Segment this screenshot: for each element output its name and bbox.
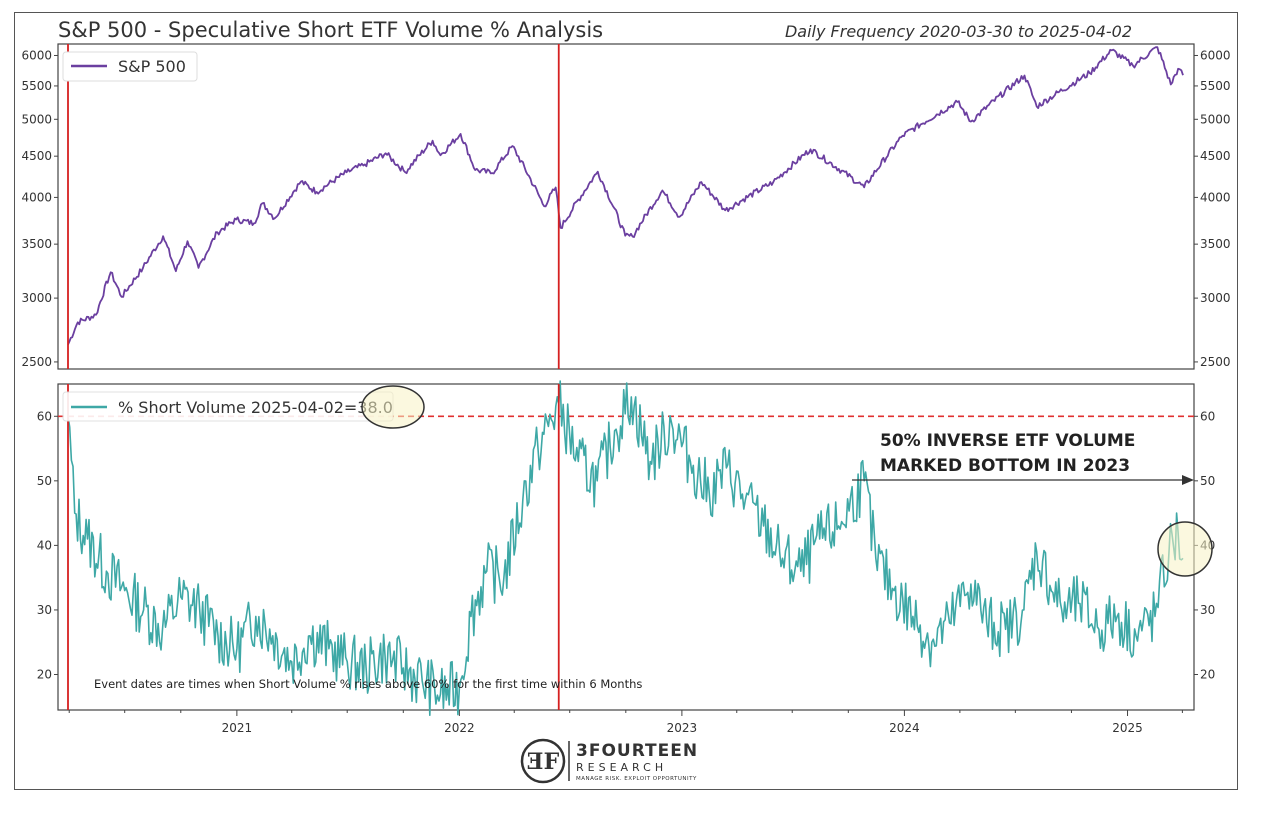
event-note: Event dates are times when Short Volume …: [94, 677, 642, 691]
latest-value-highlight: [1157, 521, 1213, 577]
short-volume-y-tick-label-right: 50: [1200, 474, 1215, 488]
logo-emblem-glyph: ƎF: [527, 749, 560, 775]
short-volume-y-tick-label: 40: [37, 538, 52, 552]
short-volume-legend-label: % Short Volume 2025-04-02=38.0: [118, 398, 393, 417]
sp500-y-tick-label-right: 2500: [1200, 355, 1231, 369]
company-logo: ƎF 3FOURTEEN RESEARCH MANAGE RISK. EXPLO…: [520, 738, 698, 784]
short-volume-panel: 20203030404050506060 2021202220232024202…: [37, 380, 1215, 735]
short-volume-y-tick-label-right: 60: [1200, 409, 1215, 423]
logo-subname: RESEARCH: [576, 761, 667, 774]
short-volume-y-tick-label: 50: [37, 474, 52, 488]
sp500-y-tick-label-right: 4000: [1200, 190, 1231, 204]
x-tick-label: 2025: [1112, 721, 1143, 735]
annotation-arrowhead: [1182, 475, 1194, 485]
short-volume-y-tick-label: 60: [37, 409, 52, 423]
short-volume-legend: % Short Volume 2025-04-02=38.0: [62, 391, 394, 422]
legend-value-highlight: [361, 385, 425, 429]
short-volume-plot-area: [57, 383, 1195, 711]
short-volume-y-tick-label-right: 20: [1200, 667, 1215, 681]
annotation-line-2: MARKED BOTTOM IN 2023: [880, 456, 1130, 476]
chart-subtitle: Daily Frequency 2020-03-30 to 2025-04-02: [785, 22, 1132, 41]
short-volume-y-tick-label: 20: [37, 667, 52, 681]
sp500-legend-label: S&P 500: [118, 57, 186, 76]
sp500-y-tick-label: 4500: [21, 149, 52, 163]
x-tick-label: 2024: [889, 721, 920, 735]
logo-tagline: MANAGE RISK. EXPLOIT OPPORTUNITY: [576, 776, 697, 782]
chart-title: S&P 500 - Speculative Short ETF Volume %…: [58, 18, 603, 42]
sp500-y-tick-label-right: 6000: [1200, 48, 1231, 62]
x-tick-label: 2022: [444, 721, 475, 735]
sp500-line: [67, 46, 1184, 346]
short-volume-y-tick-label: 30: [37, 603, 52, 617]
sp500-y-tick-label-right: 5000: [1200, 112, 1231, 126]
sp500-plot-area: [57, 43, 1195, 370]
sp500-y-tick-label: 5000: [21, 112, 52, 126]
sp500-legend-box: [62, 51, 198, 82]
sp500-y-tick-label: 3500: [21, 237, 52, 251]
sp500-legend: S&P 500: [62, 51, 198, 82]
logo-name: 3FOURTEEN: [576, 741, 698, 761]
sp500-panel: 2500 2500 3000 3000 3500 3500 4000 4000 4500 4500…: [21, 43, 1231, 370]
logo-emblem: [520, 738, 566, 784]
sp500-y-tick-label-right: 5500: [1200, 79, 1231, 93]
sp500-y-tick-label: 4000: [21, 190, 52, 204]
short-volume-y-tick-label-right: 30: [1200, 603, 1215, 617]
annotation-line-1: 50% INVERSE ETF VOLUME: [880, 431, 1135, 451]
x-tick-label: 2021: [222, 721, 253, 735]
sp500-y-tick-label-right: 3000: [1200, 291, 1231, 305]
sp500-y-tick-label: 3000: [21, 291, 52, 305]
sp500-y-tick-label-right: 3500: [1200, 237, 1231, 251]
sp500-y-tick-label: 2500: [21, 355, 52, 369]
sp500-y-tick-label: 6000: [21, 48, 52, 62]
chart-frame: [14, 12, 1238, 790]
sp500-y-tick-label-right: 4500: [1200, 149, 1231, 163]
sp500-y-tick-label: 5500: [21, 79, 52, 93]
short-volume-line: [67, 380, 1184, 716]
x-tick-label: 2023: [667, 721, 698, 735]
